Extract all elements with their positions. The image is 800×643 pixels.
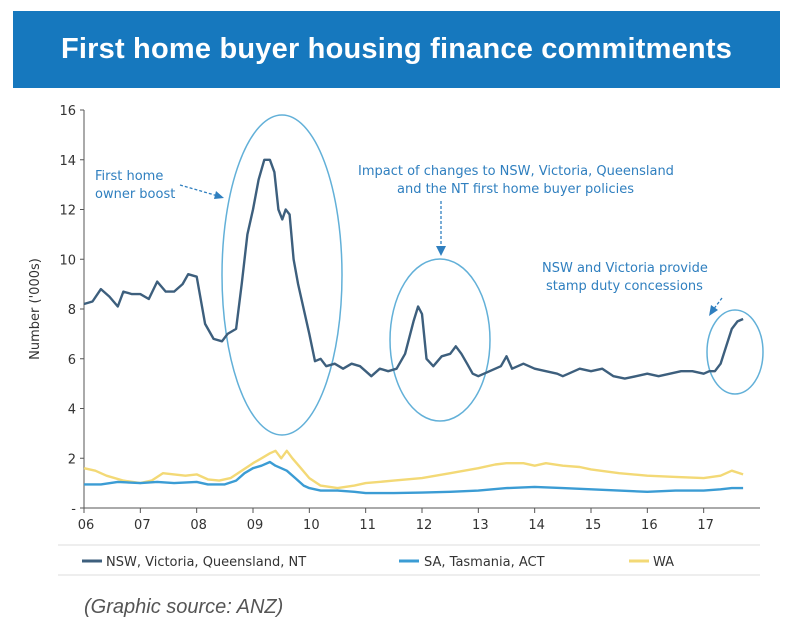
arrow-boost <box>179 184 219 197</box>
series-line-2 <box>83 449 744 490</box>
page-title: First home buyer housing finance commitm… <box>60 33 733 65</box>
legend-label-sa: SA, Tasmania, ACT <box>424 555 545 570</box>
x-tick-label: 15 <box>585 518 602 533</box>
y-tick-label: 8 <box>68 303 76 318</box>
y-tick-label: 6 <box>68 353 76 368</box>
x-tick-label: 07 <box>134 518 151 533</box>
y-tick-label: - <box>71 502 76 517</box>
ellipse-policy <box>389 258 491 422</box>
x-tick-label: 16 <box>641 518 658 533</box>
arrowhead-stamp <box>709 305 718 316</box>
legend-label-wa: WA <box>653 555 674 570</box>
x-tick-label: 12 <box>416 518 433 533</box>
annotation-policy-line-1: Impact of changes to NSW, Victoria, Quee… <box>358 164 674 179</box>
y-tick-label: 4 <box>68 403 76 418</box>
annotation-policy-line-2: and the NT first home buyer policies <box>397 182 634 197</box>
x-tick-label: 14 <box>528 518 545 533</box>
x-tick-label: 17 <box>697 518 714 533</box>
x-tick-label: 11 <box>359 518 376 533</box>
series-line-0 <box>83 158 744 380</box>
arrowhead-policy <box>436 246 446 256</box>
x-tick-label: 10 <box>303 518 320 533</box>
highlight-ellipses <box>221 114 764 436</box>
annotation-boost-line-2: owner boost <box>95 187 175 202</box>
legend: NSW, Victoria, Queensland, NT SA, Tasman… <box>58 544 760 576</box>
series-line-1 <box>84 460 744 495</box>
y-tick-label: 12 <box>59 204 76 219</box>
x-tick-label: 13 <box>472 518 489 533</box>
annotation-boost-line-1: First home <box>95 169 163 184</box>
annotation-stamp-line-1: NSW and Victoria provide <box>542 261 708 276</box>
series-lines <box>83 158 744 495</box>
y-tick-label: 14 <box>59 154 76 169</box>
axes: - 2 4 6 8 10 12 14 16 06 07 08 09 10 11 12 13 14 15 16 17 Num… <box>28 104 760 533</box>
x-tick-label: 09 <box>247 518 264 533</box>
x-tick-label: 08 <box>190 518 207 533</box>
y-axis-label: Number ('000s) <box>28 258 43 360</box>
title-banner: First home buyer housing finance commitm… <box>13 11 780 88</box>
ellipse-stamp-duty <box>706 309 764 395</box>
y-tick-label: 16 <box>59 104 76 119</box>
y-tick-label: 10 <box>59 253 76 268</box>
arrowhead-boost <box>214 191 224 199</box>
legend-label-nsw: NSW, Victoria, Queensland, NT <box>106 555 306 570</box>
annotations: First home owner boost Impact of changes… <box>95 164 723 316</box>
y-tick-label: 2 <box>68 452 76 467</box>
graphic-source: (Graphic source: ANZ) <box>84 596 284 618</box>
x-tick-label: 06 <box>78 518 95 533</box>
ellipse-boost <box>221 114 343 436</box>
annotation-stamp-line-2: stamp duty concessions <box>546 279 703 294</box>
